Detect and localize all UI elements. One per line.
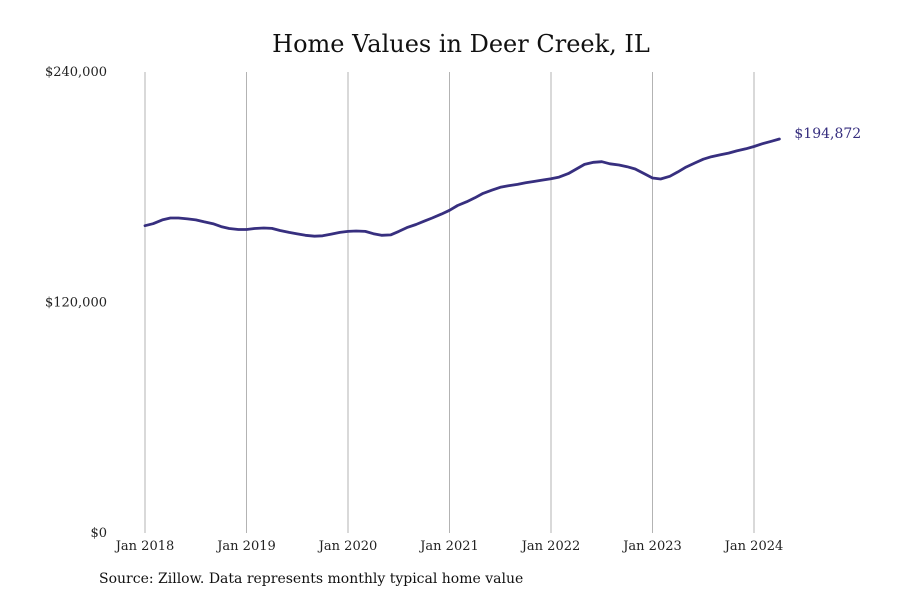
- chart-title: Home Values in Deer Creek, IL: [272, 30, 650, 58]
- grid-lines: [144, 72, 755, 533]
- x-tick-label: Jan 2024: [723, 539, 784, 554]
- x-tick-label: Jan 2023: [621, 539, 682, 554]
- x-tick-label: Jan 2019: [215, 539, 276, 554]
- source-note: Source: Zillow. Data represents monthly …: [99, 571, 524, 587]
- x-tick-label: Jan 2020: [317, 539, 378, 554]
- x-tick-label: Jan 2022: [520, 539, 581, 554]
- x-tick-label: Jan 2021: [418, 539, 479, 554]
- series-line: [143, 137, 781, 238]
- y-tick-label: $120,000: [45, 296, 107, 311]
- y-tick-label: $240,000: [45, 65, 107, 80]
- x-tick-label: Jan 2018: [114, 539, 175, 554]
- x-axis-ticks: Jan 2018 Jan 2019 Jan 2020 Jan 2021 Jan 2022…: [114, 539, 784, 554]
- y-axis-ticks: $0 $120,000 $240,000: [45, 65, 107, 541]
- y-tick-label: $0: [90, 526, 107, 541]
- end-value-label: $194,872: [794, 126, 861, 142]
